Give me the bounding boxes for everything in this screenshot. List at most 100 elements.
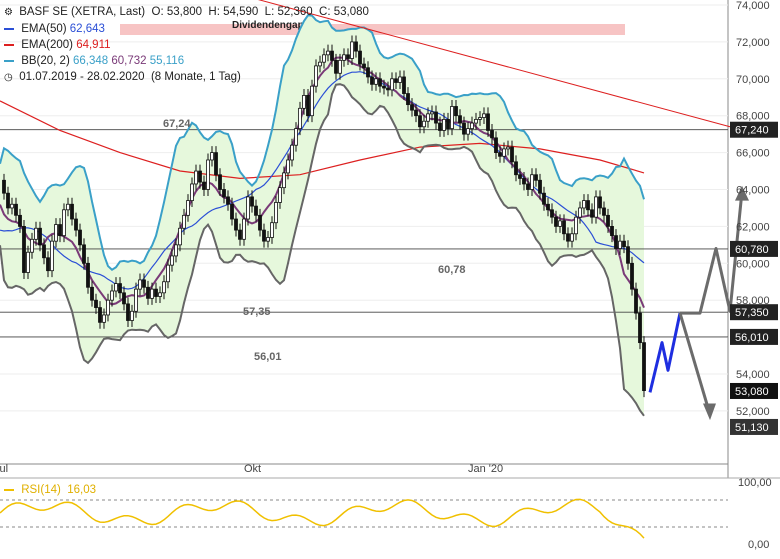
candle-body xyxy=(18,214,22,227)
candle-body xyxy=(482,113,486,118)
price-badge-bg xyxy=(730,328,778,345)
candle-body xyxy=(42,244,46,259)
candle-body xyxy=(362,63,366,69)
candle-body xyxy=(462,122,466,135)
candle-body xyxy=(34,227,38,240)
candle-body xyxy=(102,314,106,323)
candle-body xyxy=(158,292,162,297)
candle-body xyxy=(258,214,262,231)
candle-body xyxy=(542,192,546,205)
trendline xyxy=(257,0,731,128)
price-badge-label: 56,010 xyxy=(735,332,769,344)
candle-body xyxy=(174,244,178,257)
label-6078: 60,78 xyxy=(438,264,466,276)
rsi-swatch xyxy=(4,488,14,491)
candle-body xyxy=(246,196,250,220)
candle-body xyxy=(370,76,374,85)
price-badge-label: 67,240 xyxy=(735,125,769,137)
candle-body xyxy=(510,146,514,163)
candle-body xyxy=(218,174,222,190)
candle-body xyxy=(98,307,102,323)
instrument-title: BASF SE (XETRA, Last) xyxy=(19,6,146,18)
y-tick-label: 66,000 xyxy=(736,148,770,160)
candles xyxy=(2,35,646,398)
candle-body xyxy=(586,200,590,211)
candle-body xyxy=(46,257,50,272)
candle-body xyxy=(554,216,558,227)
label-5735: 57,35 xyxy=(243,306,271,318)
candle-body xyxy=(294,128,298,146)
candle-body xyxy=(282,172,286,189)
legend-ema50: EMA(50) 62,643 xyxy=(4,21,369,37)
rsi-tick-0: 0,00 xyxy=(748,539,769,551)
candle-body xyxy=(226,196,230,205)
candle-body xyxy=(546,203,550,211)
legend-bb: BB(20, 2) 66,348 60,732 55,116 xyxy=(4,53,369,69)
dividend-gap-label: Dividendengap xyxy=(232,20,304,31)
candle-body xyxy=(602,207,606,216)
x-label-okt: Okt xyxy=(244,463,261,475)
bb-upper-line xyxy=(0,14,645,271)
candle-body xyxy=(198,170,202,183)
candle-body xyxy=(350,41,354,59)
bb-lower-line xyxy=(0,83,645,417)
period-detail: (8 Monate, 1 Tag) xyxy=(150,71,241,83)
candle-body xyxy=(558,220,562,227)
candle-body xyxy=(622,240,626,248)
price-badge-label: 60,780 xyxy=(735,244,769,256)
price-badge-label: 53,080 xyxy=(735,386,769,398)
candle-body xyxy=(422,120,426,128)
candle-body xyxy=(578,207,582,218)
candle-body xyxy=(166,264,170,283)
candle-body xyxy=(114,283,118,292)
candle-body xyxy=(454,106,458,117)
candle-body xyxy=(470,122,474,130)
candle-body xyxy=(378,78,382,87)
candle-body xyxy=(186,200,190,216)
open-value: O: 53,800 xyxy=(151,6,203,18)
candle-body xyxy=(74,218,78,231)
gear-icon[interactable]: ⚙ xyxy=(4,7,13,18)
candle-body xyxy=(138,279,142,290)
candle-body xyxy=(494,137,498,153)
price-badge-bg xyxy=(730,382,778,399)
candle-body xyxy=(430,111,434,115)
label-5601: 56,01 xyxy=(254,351,282,363)
y-tick-label: 72,000 xyxy=(736,37,770,49)
candle-body xyxy=(402,76,406,94)
candle-body xyxy=(170,255,174,266)
candle-body xyxy=(638,312,642,344)
label-67: 67,24 xyxy=(163,118,191,130)
candle-body xyxy=(566,233,570,242)
candle-body xyxy=(190,183,194,201)
candle-body xyxy=(210,152,214,161)
candle-body xyxy=(254,205,258,216)
candle-body xyxy=(326,50,330,56)
candle-body xyxy=(598,196,602,209)
y-tick-label: 52,000 xyxy=(736,406,770,418)
candle-body xyxy=(202,181,206,190)
candle-body xyxy=(118,283,122,294)
bb-swatch xyxy=(4,59,14,62)
candle-body xyxy=(286,159,290,174)
candle-body xyxy=(126,303,130,321)
candle-body xyxy=(562,220,566,235)
candle-body xyxy=(314,65,318,87)
candle-body xyxy=(498,152,502,157)
y-tick-label: 70,000 xyxy=(736,74,770,86)
candle-body xyxy=(570,233,574,242)
candle-body xyxy=(426,113,430,122)
candle-body xyxy=(62,209,66,237)
candle-body xyxy=(250,196,254,207)
candle-body xyxy=(122,292,126,305)
candle-body xyxy=(614,235,618,249)
arrow-head-up xyxy=(735,185,749,201)
candle-body xyxy=(582,200,586,209)
candle-body xyxy=(394,78,398,83)
candle-body xyxy=(514,161,518,176)
projection-blue xyxy=(648,312,682,393)
rsi-line xyxy=(0,498,645,539)
candle-body xyxy=(438,122,442,131)
candle-body xyxy=(382,85,386,89)
